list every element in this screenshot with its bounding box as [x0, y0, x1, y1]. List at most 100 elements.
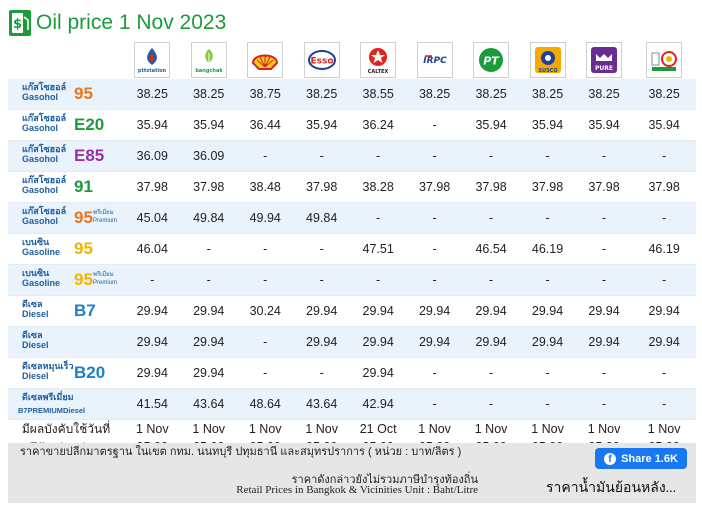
price-cell: - [293, 357, 350, 389]
bangchak-logo-icon[interactable]: bangchak [190, 41, 227, 78]
price-cell: - [462, 202, 520, 234]
price-cell: 35.94 [293, 109, 350, 141]
fuel-pump-icon: $ [9, 10, 31, 36]
fuel-grade-sub-english: Premium [93, 280, 118, 286]
price-cell: - [236, 140, 294, 172]
price-cell: 46.19 [519, 233, 576, 265]
ptt-logo-graphic: pttstation [138, 47, 167, 74]
effective-date: 1 Nov [135, 422, 169, 436]
price-cell: 29.94 [406, 326, 463, 358]
price-cell: 49.84 [180, 202, 237, 234]
effective-date: 1 Nov [192, 422, 226, 436]
price-cell: 37.98 [519, 171, 576, 203]
facebook-share-button[interactable]: f Share 1.6K [595, 448, 687, 469]
price-cell: 38.25 [632, 79, 696, 110]
fuel-name-thai: แก๊สโซฮอล์ [22, 144, 67, 154]
tenth-brand-logo-icon[interactable] [646, 41, 683, 78]
price-cell: - [293, 233, 350, 265]
price-cell: 29.94 [406, 295, 463, 327]
price-cell: - [462, 357, 520, 389]
price-cell: 38.75 [236, 79, 294, 110]
fuel-label: แก๊สโซฮอล์ Gasohol E85 [8, 140, 125, 172]
price-cell: 37.98 [180, 171, 237, 203]
price-cell: - [519, 357, 576, 389]
price-cell: - [406, 388, 463, 420]
price-cell: 35.94 [575, 109, 633, 141]
price-cell: - [632, 264, 696, 296]
esso-logo-icon[interactable]: Esso [303, 41, 340, 78]
price-cell: - [124, 264, 181, 296]
esso-logo-text: Esso [310, 56, 333, 66]
price-cell: - [180, 264, 237, 296]
price-cell: 37.98 [406, 171, 463, 203]
esso-logo-graphic: Esso [307, 49, 336, 70]
fuel-name-thai: ดีเซล [22, 330, 43, 340]
price-cell: 38.28 [349, 171, 407, 203]
price-history-link[interactable]: ราคาน้ำมันย้อนหลัง... [546, 481, 677, 496]
price-cell: 47.51 [349, 233, 407, 265]
price-cell: 29.94 [519, 295, 576, 327]
effective-date: 21 Oct [359, 422, 397, 436]
price-cell: - [406, 264, 463, 296]
fuel-label: แก๊สโซฮอล์ Gasohol 95 [8, 79, 125, 110]
fuel-row: ดีเซล Diesel 29.94 29.94-29.94 29.94 29.94 29.… [8, 326, 696, 358]
price-cell: - [462, 264, 520, 296]
price-cell: 35.94 [180, 109, 237, 141]
price-cell: 37.98 [293, 171, 350, 203]
price-cell: 35.94 [519, 109, 576, 141]
fuel-grade-sub-thai: พรีเมี่ยม [93, 210, 114, 216]
price-cell: - [519, 140, 576, 172]
fuel-name-thai: แก๊สโซฮอล์ [22, 113, 67, 123]
fuel-row: ดีเซลพรีเมี่ยม B7PREMIUMDiesel 41.54 43.64 4… [8, 388, 696, 420]
fuel-name-thai: ดีเซลหมุนเร็ว [22, 361, 74, 371]
price-cell: 38.48 [236, 171, 294, 203]
price-cell: - [406, 140, 463, 172]
pure-logo-text: PURE [595, 65, 613, 72]
price-cell: 38.25 [462, 79, 520, 110]
pt-logo-icon[interactable]: PT [473, 41, 510, 78]
irpc-logo-icon[interactable]: IRPC [416, 41, 453, 78]
susco-logo-icon[interactable]: SUSCO [529, 41, 566, 78]
effective-date: 1 Nov [305, 422, 338, 436]
bangchak-logo-text: bangchak [195, 68, 223, 74]
footer-retail-note-english: Retail Prices in Bangkok & Vicinities Un… [236, 484, 478, 496]
price-cell: - [236, 233, 294, 265]
price-cell: 29.94 [462, 295, 520, 327]
price-cell: - [349, 140, 407, 172]
share-label: Share 1.6K [621, 452, 678, 465]
price-cell: 29.94 [349, 295, 407, 327]
price-cell: 46.19 [632, 233, 696, 265]
footer-tax-note-thai: ราคาดังกล่าวยังไม่รวมภาษีบำรุงท้องถิ่น [291, 474, 478, 486]
shell-logo-icon[interactable] [247, 41, 284, 78]
price-cell: 38.25 [293, 79, 350, 110]
price-cell: 38.25 [575, 79, 633, 110]
fuel-label: แก๊สโซฮอล์ Gasohol E20 [8, 109, 125, 141]
price-cell: 49.84 [293, 202, 350, 234]
price-cell: 29.94 [124, 357, 181, 389]
fuel-name-english: Gasohol [22, 185, 59, 195]
fuel-name-english: Gasoline [22, 247, 61, 257]
price-cell: 38.25 [124, 79, 181, 110]
susco-logo-text: SUSCO [538, 68, 557, 74]
price-cell: 29.94 [124, 326, 181, 358]
price-cell: 29.94 [293, 326, 350, 358]
effective-date: 1 Nov [418, 422, 451, 436]
fuel-row: แก๊สโซฮอล์ Gasohol 91 37.98 37.98 38.48 37.98 3… [8, 171, 696, 203]
fuel-grade-code: B20 [74, 363, 106, 382]
price-cell: - [406, 233, 463, 265]
price-cell: - [575, 388, 633, 420]
price-cell: 37.98 [124, 171, 181, 203]
price-cell: 29.94 [293, 295, 350, 327]
caltex-logo-icon[interactable]: CALTEX [360, 41, 397, 78]
fuel-name-english: Gasohol [22, 92, 59, 102]
fuel-label: เบนซิน Gasoline 95 พรีเมี่ยม Premium [8, 264, 125, 296]
price-cell: 35.94 [632, 109, 696, 141]
price-cell: 29.94 [575, 326, 633, 358]
fuel-name-thai: แก๊สโซฮอล์ [22, 206, 67, 216]
effective-date: 1 Nov [248, 422, 282, 436]
ptt-logo-icon[interactable]: pttstation [134, 41, 171, 78]
pure-logo-icon[interactable]: PURE [586, 41, 623, 78]
price-cell: - [632, 388, 696, 420]
fuel-grade-code: B7 [74, 301, 96, 320]
price-cell: - [406, 202, 463, 234]
